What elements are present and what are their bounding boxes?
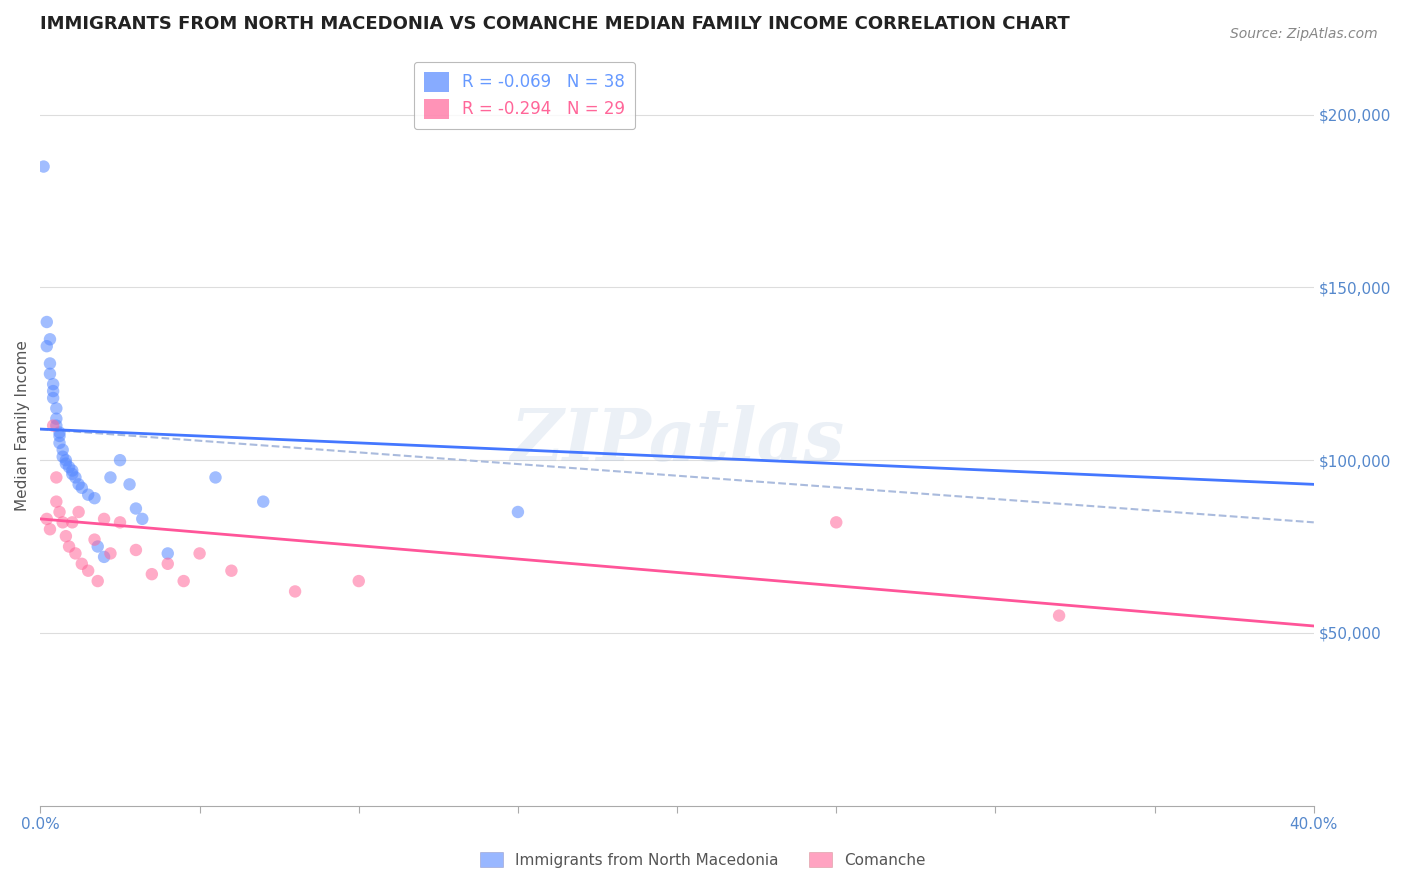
Point: [48, 425, 70, 440]
Point: [39, 522, 62, 536]
Text: Source: ZipAtlas.com: Source: ZipAtlas.com: [1230, 27, 1378, 41]
Point: [108, 453, 131, 467]
Point: [77, 488, 100, 502]
Point: [825, 516, 848, 530]
Point: [93, 549, 115, 564]
Point: [83, 533, 105, 547]
Point: [35, 315, 58, 329]
Point: [70, 557, 93, 571]
Point: [60, 516, 83, 530]
Point: [42, 377, 65, 392]
Point: [45, 470, 67, 484]
Point: [45, 494, 67, 508]
Point: [252, 494, 274, 508]
Point: [284, 584, 307, 599]
Point: [87, 574, 110, 588]
Point: [48, 505, 70, 519]
Point: [32, 160, 55, 174]
Point: [65, 546, 87, 560]
Point: [221, 564, 243, 578]
Point: [108, 516, 131, 530]
Point: [156, 557, 179, 571]
Point: [100, 470, 122, 484]
Point: [77, 564, 100, 578]
Point: [45, 401, 67, 416]
Point: [55, 457, 77, 471]
Point: [1047, 608, 1070, 623]
Point: [45, 411, 67, 425]
Point: [100, 546, 122, 560]
Point: [506, 505, 529, 519]
Point: [65, 470, 87, 484]
Point: [52, 516, 75, 530]
Point: [35, 512, 58, 526]
Text: IMMIGRANTS FROM NORTH MACEDONIA VS COMANCHE MEDIAN FAMILY INCOME CORRELATION CHA: IMMIGRANTS FROM NORTH MACEDONIA VS COMAN…: [41, 15, 1070, 33]
Point: [48, 429, 70, 443]
Legend: R = -0.069   N = 38, R = -0.294   N = 29: R = -0.069 N = 38, R = -0.294 N = 29: [413, 62, 636, 129]
Point: [60, 464, 83, 478]
Point: [55, 453, 77, 467]
Point: [67, 477, 90, 491]
Point: [87, 540, 110, 554]
Point: [93, 512, 115, 526]
Point: [156, 546, 179, 560]
Point: [60, 467, 83, 481]
Point: [204, 470, 226, 484]
Y-axis label: Median Family Income: Median Family Income: [15, 340, 30, 511]
Text: ZIPatlas: ZIPatlas: [510, 405, 844, 476]
Point: [39, 332, 62, 346]
Point: [48, 436, 70, 450]
Point: [45, 418, 67, 433]
Point: [35, 339, 58, 353]
Point: [52, 442, 75, 457]
Point: [125, 543, 148, 558]
Point: [42, 384, 65, 398]
Point: [52, 450, 75, 464]
Point: [70, 481, 93, 495]
Point: [131, 512, 153, 526]
Point: [55, 529, 77, 543]
Point: [67, 505, 90, 519]
Legend: Immigrants from North Macedonia, Comanche: Immigrants from North Macedonia, Comanch…: [472, 844, 934, 875]
Point: [83, 491, 105, 505]
Point: [125, 501, 148, 516]
Point: [58, 460, 80, 475]
Point: [173, 574, 195, 588]
Point: [42, 391, 65, 405]
Point: [188, 546, 211, 560]
Point: [347, 574, 370, 588]
Point: [42, 418, 65, 433]
Point: [39, 356, 62, 370]
Point: [39, 367, 62, 381]
Point: [58, 540, 80, 554]
Point: [118, 477, 141, 491]
Point: [141, 567, 163, 582]
